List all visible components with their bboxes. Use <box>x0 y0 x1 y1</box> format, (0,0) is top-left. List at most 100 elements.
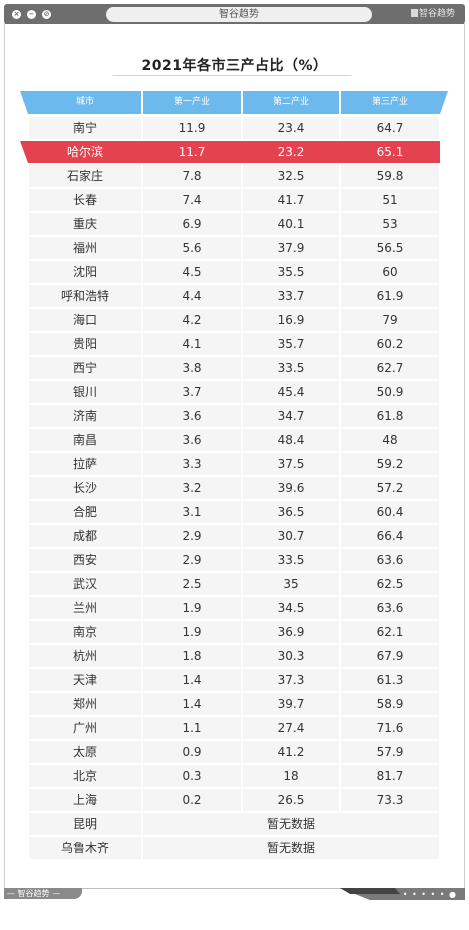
cell-tertiary: 62.7 <box>341 357 439 379</box>
cell-tertiary: 66.4 <box>341 525 439 547</box>
column-header-tertiary: 第三产业 <box>371 97 408 107</box>
cell-city: 西宁 <box>29 357 141 379</box>
cell-secondary: 39.6 <box>243 477 339 499</box>
cell-primary: 1.1 <box>143 717 241 739</box>
cell-primary: 3.6 <box>143 429 241 451</box>
cell-secondary: 23.4 <box>243 117 339 139</box>
cell-city: 长春 <box>29 189 141 211</box>
table-row: 沈阳 4.5 35.5 60 <box>0 261 469 283</box>
cell-city: 合肥 <box>29 501 141 523</box>
cell-primary: 0.9 <box>143 741 241 763</box>
brand-text: 智谷趋势 <box>418 9 455 19</box>
cell-secondary: 41.7 <box>243 189 339 211</box>
table-row: 上海 0.2 26.5 73.3 <box>0 789 469 811</box>
table-row: 南昌 3.6 48.4 48 <box>0 429 469 451</box>
table-row: 合肥 3.1 36.5 60.4 <box>0 501 469 523</box>
cell-primary: 5.6 <box>143 237 241 259</box>
cell-city: 南昌 <box>29 429 141 451</box>
cell-city: 济南 <box>29 405 141 427</box>
cell-tertiary: 63.6 <box>341 597 439 619</box>
content-frame <box>4 22 465 890</box>
cell-secondary: 35.7 <box>243 333 339 355</box>
table-row: 长沙 3.2 39.6 57.2 <box>0 477 469 499</box>
table-row: 杭州 1.8 30.3 67.9 <box>0 645 469 667</box>
cell-primary: 2.9 <box>143 525 241 547</box>
table-row: 贵阳 4.1 35.7 60.2 <box>0 333 469 355</box>
cell-primary: 1.4 <box>143 669 241 691</box>
table-row: 海口 4.2 16.9 79 <box>0 309 469 331</box>
table-title: 2021年各市三产占比（%） <box>141 58 328 74</box>
cell-city: 昆明 <box>29 813 141 835</box>
cell-city: 乌鲁木齐 <box>29 837 141 859</box>
cell-primary: 4.1 <box>143 333 241 355</box>
cell-city: 太原 <box>29 741 141 763</box>
cell-tertiary: 62.1 <box>341 621 439 643</box>
cell-tertiary: 62.5 <box>341 573 439 595</box>
cell-tertiary: 81.7 <box>341 765 439 787</box>
cell-city: 郑州 <box>29 693 141 715</box>
table-row: 石家庄 7.8 32.5 59.8 <box>0 165 469 187</box>
cell-tertiary: 60.4 <box>341 501 439 523</box>
cell-secondary: 37.9 <box>243 237 339 259</box>
table-row: 呼和浩特 4.4 33.7 61.9 <box>0 285 469 307</box>
cell-primary: 0.3 <box>143 765 241 787</box>
cell-primary: 3.3 <box>143 453 241 475</box>
cell-primary: 4.2 <box>143 309 241 331</box>
table-row: 西宁 3.8 33.5 62.7 <box>0 357 469 379</box>
cell-city: 银川 <box>29 381 141 403</box>
cell-primary: 3.1 <box>143 501 241 523</box>
cancel-icon[interactable]: ⊘ <box>42 10 51 19</box>
cell-tertiary: 50.9 <box>341 381 439 403</box>
table-row: 南宁 11.9 23.4 64.7 <box>0 117 469 139</box>
cell-tertiary: 57.9 <box>341 741 439 763</box>
cell-secondary: 37.5 <box>243 453 339 475</box>
cell-tertiary: 51 <box>341 189 439 211</box>
cell-tertiary: 65.1 <box>376 145 404 159</box>
cell-secondary: 32.5 <box>243 165 339 187</box>
pager-dots[interactable]: • • • • • ● <box>402 890 457 899</box>
cell-secondary: 34.7 <box>243 405 339 427</box>
cell-city: 呼和浩特 <box>29 285 141 307</box>
cell-city: 长沙 <box>29 477 141 499</box>
cell-secondary: 30.7 <box>243 525 339 547</box>
cell-tertiary: 57.2 <box>341 477 439 499</box>
table-row: 郑州 1.4 39.7 58.9 <box>0 693 469 715</box>
cell-primary: 1.8 <box>143 645 241 667</box>
address-bar[interactable]: 智谷趋势 <box>106 7 372 22</box>
cell-no-data: 暂无数据 <box>143 813 439 835</box>
cell-primary: 3.2 <box>143 477 241 499</box>
cell-no-data: 暂无数据 <box>143 837 439 859</box>
minimize-icon[interactable]: − <box>27 10 36 19</box>
cell-secondary: 35.5 <box>243 261 339 283</box>
cell-city: 西安 <box>29 549 141 571</box>
cell-tertiary: 59.2 <box>341 453 439 475</box>
cell-city: 天津 <box>29 669 141 691</box>
cell-secondary: 18 <box>243 765 339 787</box>
cell-secondary: 41.2 <box>243 741 339 763</box>
cell-tertiary: 79 <box>341 309 439 331</box>
title-divider <box>113 75 351 76</box>
table-row: 兰州 1.9 34.5 63.6 <box>0 597 469 619</box>
cell-secondary: 33.5 <box>243 357 339 379</box>
cell-secondary: 37.3 <box>243 669 339 691</box>
brand-icon <box>410 9 418 17</box>
cell-primary: 7.8 <box>143 165 241 187</box>
cell-city: 武汉 <box>29 573 141 595</box>
cell-primary: 3.6 <box>143 405 241 427</box>
cell-tertiary: 61.3 <box>341 669 439 691</box>
cell-city: 石家庄 <box>29 165 141 187</box>
cell-secondary: 33.5 <box>243 549 339 571</box>
table-row: 拉萨 3.3 37.5 59.2 <box>0 453 469 475</box>
close-icon[interactable]: × <box>12 10 21 19</box>
footer-pager: • • • • • ● <box>340 888 465 900</box>
cell-secondary: 33.7 <box>243 285 339 307</box>
table-row: 重庆 6.9 40.1 53 <box>0 213 469 235</box>
column-header-primary: 第一产业 <box>173 97 210 107</box>
cell-secondary: 35 <box>243 573 339 595</box>
cell-primary: 7.4 <box>143 189 241 211</box>
cell-secondary: 45.4 <box>243 381 339 403</box>
cell-tertiary: 67.9 <box>341 645 439 667</box>
footer-divider <box>4 888 465 889</box>
cell-city: 海口 <box>29 309 141 331</box>
column-header-secondary: 第二产业 <box>272 97 309 107</box>
